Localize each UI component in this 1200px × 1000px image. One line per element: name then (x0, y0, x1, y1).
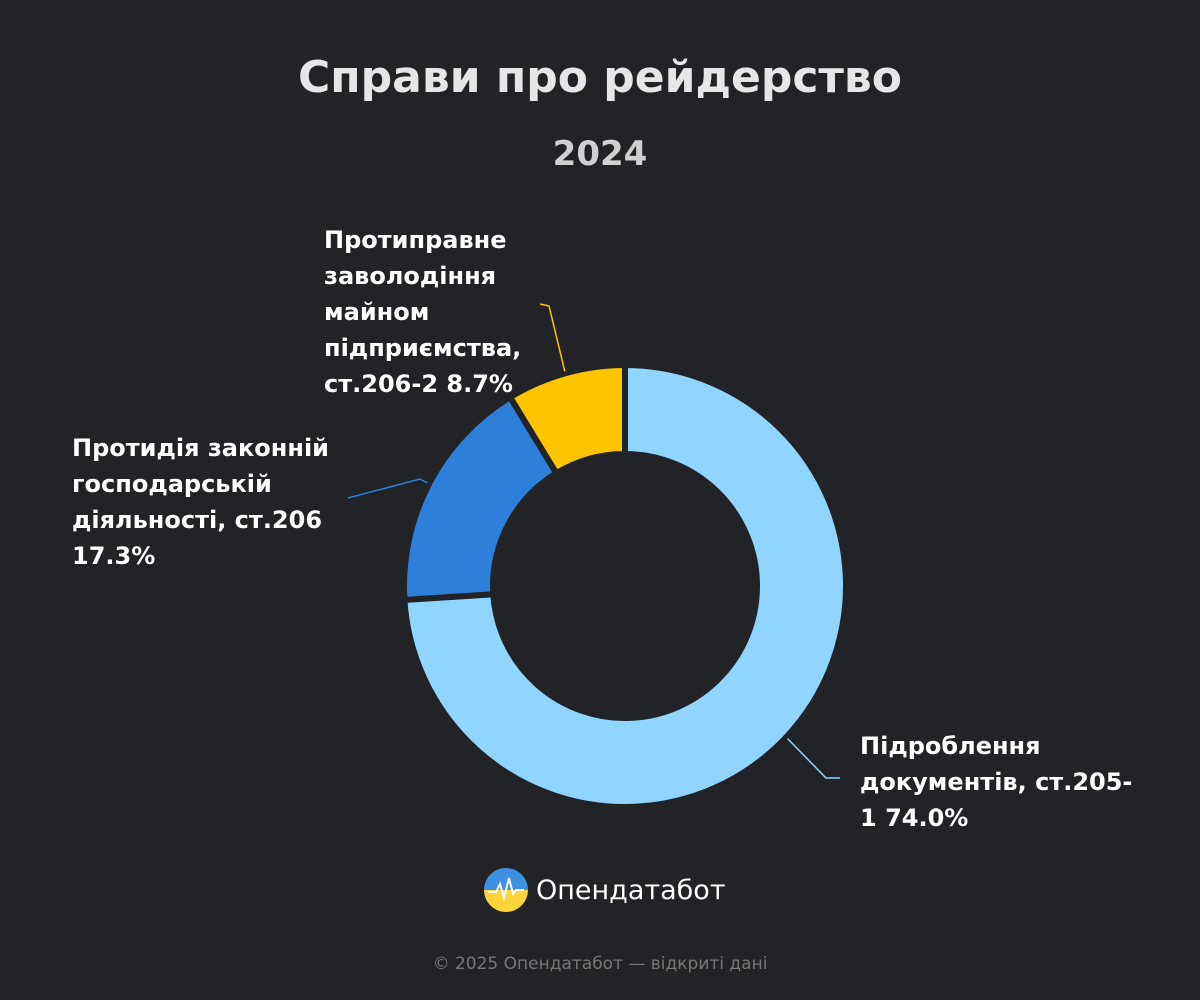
value-label: 8.7% (446, 370, 513, 398)
slice-label: Протиправне заволодіння майном підприємс… (324, 222, 529, 402)
leader-line (539, 303, 566, 372)
chart-subtitle: 2024 (552, 134, 648, 174)
slice-label: Підроблення документів, ст.205-1 74.0% (860, 728, 1135, 836)
donut-slice (401, 362, 849, 810)
brand: Опендатабот (484, 868, 726, 912)
leader-line (347, 478, 428, 499)
brand-logo (484, 868, 528, 912)
donut-slice (401, 394, 560, 603)
copyright: © 2025 Опендатабот — відкриті дані (432, 954, 768, 974)
category-label: Підроблення документів, ст.205-1 (860, 732, 1133, 832)
value-label: 17.3% (72, 542, 156, 570)
leader-line (787, 738, 840, 779)
slice-label: Протидія законній господарській діяльнос… (72, 430, 342, 574)
donut-slice (507, 362, 628, 477)
brand-name: Опендатабот (536, 874, 726, 906)
value-label: 74.0% (885, 804, 969, 832)
category-label: Протидія законній господарській діяльнос… (72, 434, 329, 534)
chart-title: Справи про рейдерство (297, 52, 902, 103)
category-label: Протиправне заволодіння майном підприємс… (324, 226, 522, 398)
